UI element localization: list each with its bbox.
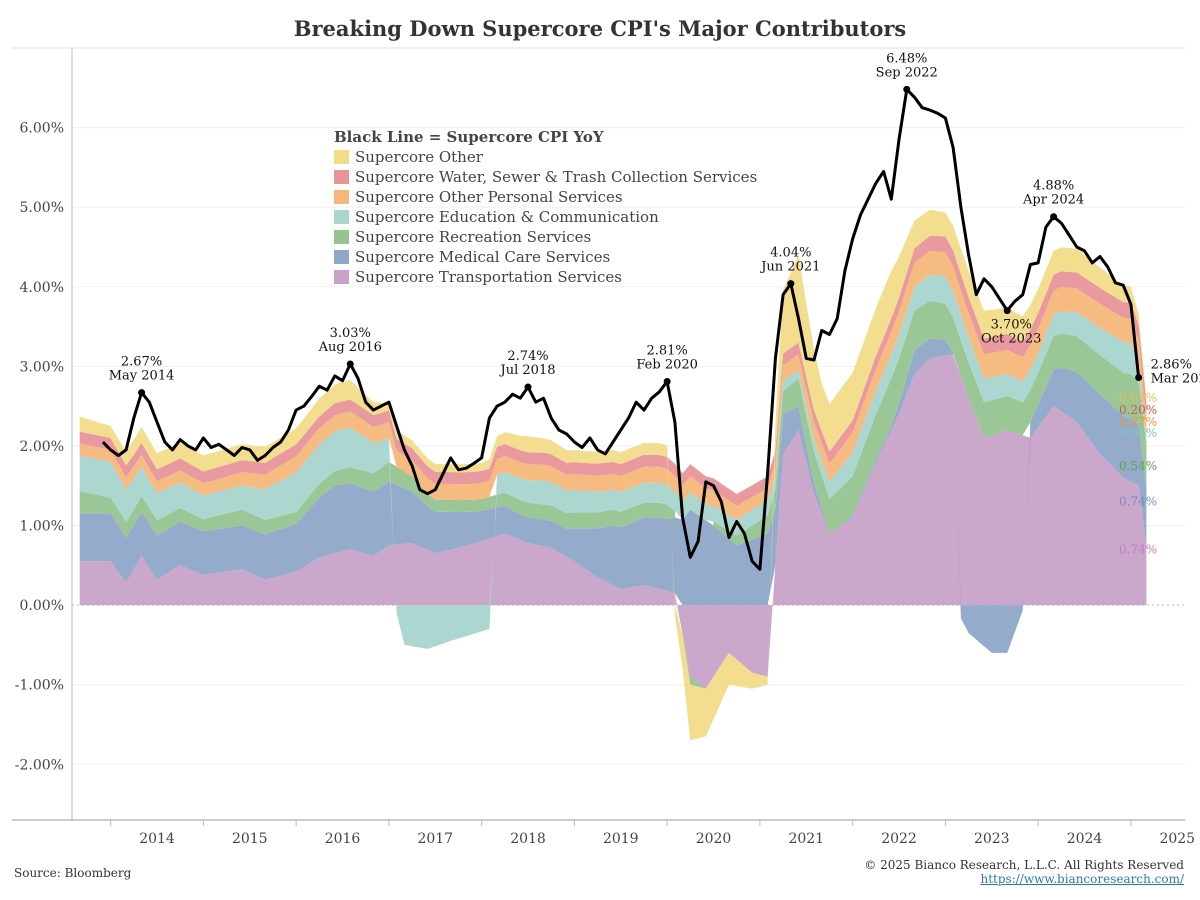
copyright-text: © 2025 Bianco Research, L.L.C. All Right… xyxy=(864,858,1184,872)
annotation-date: May 2014 xyxy=(109,369,175,384)
end-label: 0.27% xyxy=(1119,415,1157,429)
y-tick-label: 5.00% xyxy=(20,200,64,216)
annotation-value: 2.86% xyxy=(1151,357,1192,372)
supercore-cpi-line xyxy=(101,87,1141,571)
end-label: 0.54% xyxy=(1119,459,1157,473)
legend-label: Supercore Other Personal Services xyxy=(355,188,623,206)
annotation-date: Jun 2021 xyxy=(759,260,820,275)
supercore-line-layer xyxy=(101,87,1141,571)
area-series-0 xyxy=(79,354,1147,689)
x-tick-label: 2020 xyxy=(696,831,732,847)
legend-label: Supercore Transportation Services xyxy=(355,268,622,286)
stacked-areas xyxy=(79,209,1147,741)
peak-marker xyxy=(787,280,795,288)
annotation-value: 2.81% xyxy=(646,343,687,358)
x-tick-label: 2019 xyxy=(603,831,639,847)
legend-swatch xyxy=(334,270,349,284)
annotation-date: Apr 2024 xyxy=(1022,193,1084,208)
y-tick-label: 0.00% xyxy=(20,598,64,614)
chart-title: Breaking Down Supercore CPI's Major Cont… xyxy=(293,16,907,41)
end-label: 0.74% xyxy=(1119,542,1157,556)
legend-swatch xyxy=(334,250,349,264)
y-tick-label: -2.00% xyxy=(15,757,64,773)
y-tick-label: 3.00% xyxy=(20,359,64,375)
website-link[interactable]: https://www.biancoresearch.com/ xyxy=(980,872,1184,886)
legend-title: Black Line = Supercore CPI YoY xyxy=(334,128,604,146)
annotation-date: Sep 2022 xyxy=(876,65,938,80)
x-tick-label: 2021 xyxy=(788,831,824,847)
y-tick-label: 2.00% xyxy=(20,439,64,455)
peak-marker xyxy=(524,383,532,391)
peak-annotations: 2.67%May 2014 3.03%Aug 2016 2.74%Jul 2018 2… xyxy=(109,51,1200,397)
y-tick-label: 1.00% xyxy=(20,519,64,535)
annotation-date: Feb 2020 xyxy=(636,357,698,372)
x-tick-label: 2022 xyxy=(881,831,917,847)
peak-marker xyxy=(138,389,146,397)
legend-swatch xyxy=(334,210,349,224)
annotation-date: Aug 2016 xyxy=(318,340,382,355)
end-labels: 0.07%0.20%0.27%0.05% 0.54% 0.74% 0.74% xyxy=(1119,391,1157,556)
peak-marker xyxy=(663,377,671,385)
legend-swatch xyxy=(334,150,349,164)
annotation-value: 3.03% xyxy=(330,326,371,341)
legend-label: Supercore Water, Sewer & Trash Collectio… xyxy=(355,168,757,186)
annotation-date: Jul 2018 xyxy=(499,363,556,378)
annotation-value: 3.70% xyxy=(991,318,1032,333)
peak-marker xyxy=(1003,307,1011,315)
x-tick-label: 2015 xyxy=(232,831,268,847)
legend: Black Line = Supercore CPI YoY Supercore … xyxy=(334,128,757,286)
area-series-6 xyxy=(79,209,1147,741)
x-tick-label: 2023 xyxy=(974,831,1010,847)
y-tick-label: 4.00% xyxy=(20,280,64,296)
legend-label: Supercore Recreation Services xyxy=(355,228,591,246)
peak-marker xyxy=(1135,373,1143,381)
legend-swatch xyxy=(334,170,349,184)
x-tick-label: 2018 xyxy=(510,831,546,847)
legend-swatch xyxy=(334,190,349,204)
end-label: 0.20% xyxy=(1119,403,1157,417)
x-tick-label: 2016 xyxy=(325,831,361,847)
legend-label: Supercore Education & Communication xyxy=(355,208,659,226)
legend-label: Supercore Medical Care Services xyxy=(355,248,610,266)
axes: 6.00% 5.00% 4.00% 3.00% 2.00% 1.00% 0.00% -1.00… xyxy=(12,47,1195,847)
annotation-value: 2.74% xyxy=(507,349,548,364)
annotation-date: Oct 2023 xyxy=(981,332,1041,347)
x-tick-label: 2024 xyxy=(1067,831,1103,847)
annotation-date: Mar 2025 xyxy=(1151,371,1200,386)
peak-marker xyxy=(346,360,354,368)
legend-label: Supercore Other xyxy=(355,148,484,166)
x-tick-label: 2014 xyxy=(139,831,175,847)
end-label: 0.05% xyxy=(1119,426,1157,440)
annotation-value: 4.88% xyxy=(1033,179,1074,194)
end-label: 0.07% xyxy=(1119,391,1157,405)
y-tick-label: -1.00% xyxy=(15,678,64,694)
x-tick-label: 2017 xyxy=(417,831,453,847)
end-label: 0.74% xyxy=(1119,495,1157,509)
annotation-value: 6.48% xyxy=(886,51,927,66)
source-note: Source: Bloomberg xyxy=(14,866,132,880)
y-tick-label: 6.00% xyxy=(20,121,64,137)
copyright-block: © 2025 Bianco Research, L.L.C. All Right… xyxy=(864,858,1184,886)
peak-marker xyxy=(1050,213,1058,221)
legend-swatch xyxy=(334,230,349,244)
x-tick-label: 2025 xyxy=(1159,831,1195,847)
peak-marker xyxy=(903,85,911,93)
annotation-value: 4.04% xyxy=(770,246,811,261)
annotation-value: 2.67% xyxy=(121,355,162,370)
